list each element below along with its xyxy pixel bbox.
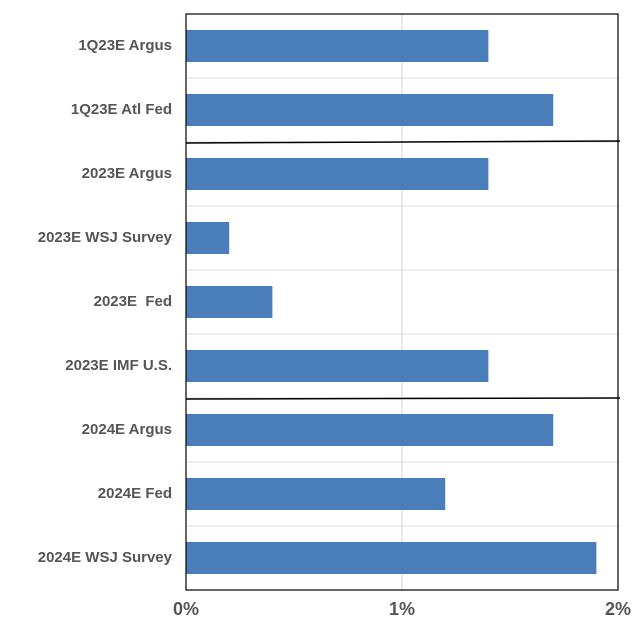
bar [186,30,489,62]
group-separator [185,397,621,400]
bar [186,222,230,254]
group-separator [185,140,621,144]
bar [186,286,273,318]
bar [186,414,554,446]
y-tick-label: 2024E Fed [98,485,172,502]
y-tick-label: 2023E Argus [82,165,172,182]
y-tick-label: 1Q23E Atl Fed [71,101,172,118]
plot-frame [185,13,619,591]
y-tick-label: 2023E IMF U.S. [65,357,172,374]
x-tick-label: 0% [173,599,199,619]
bar [186,478,446,510]
bar [186,94,554,126]
x-tick-label: 2% [605,599,631,619]
y-tick-label: 2024E WSJ Survey [38,549,173,566]
bar [186,542,597,574]
y-tick-label: 2023E Fed [94,293,172,310]
bar [186,350,489,382]
bar [186,158,489,190]
bars [186,30,597,574]
y-tick-label: 2023E WSJ Survey [38,229,173,246]
y-tick-label: 2024E Argus [82,421,172,438]
x-tick-label: 1% [389,599,415,619]
y-tick-label: 1Q23E Argus [78,37,172,54]
